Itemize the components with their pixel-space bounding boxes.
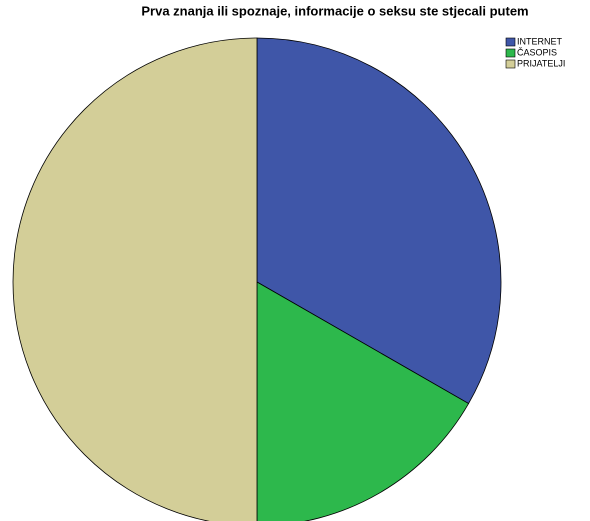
legend-label: ČASOPIS — [517, 47, 557, 57]
legend-label: INTERNET — [517, 36, 563, 46]
pie-slice — [256, 281, 470, 521]
pie-slice — [256, 37, 502, 405]
legend-label: PRIJATELJI — [517, 58, 565, 68]
chart-title: Prva znanja ili spoznaje, informacije o … — [141, 3, 528, 18]
legend-swatch — [505, 37, 516, 47]
legend-swatch — [505, 59, 516, 69]
legend-swatch — [505, 48, 516, 58]
pie-slice — [12, 37, 258, 521]
